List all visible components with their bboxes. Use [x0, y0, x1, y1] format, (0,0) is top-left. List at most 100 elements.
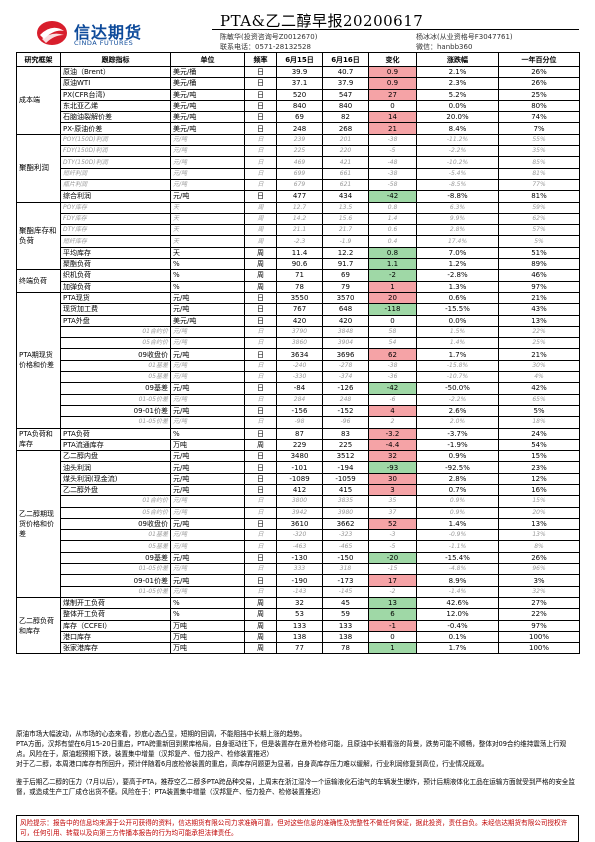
- table-row: 现货加工费 元/吨日 767 648 -118 -15.5% 43%: [17, 303, 580, 316]
- pct-change: 5.2%: [416, 88, 499, 101]
- frequency: 日: [244, 88, 277, 101]
- table-row: 01合约价 元/吨日 3790 3848 58 1.5% 22%: [17, 325, 580, 339]
- table-row: 05合约价 元/吨日 3942 3980 37 0.9% 20%: [17, 506, 580, 519]
- frequency: 日: [244, 325, 277, 339]
- change: -5: [368, 540, 417, 553]
- change: 1: [368, 280, 417, 293]
- value-jun15: 767: [276, 303, 323, 316]
- header-pct-change: 涨跌幅: [416, 52, 499, 67]
- indicator-table: 研究框架 跟踪指标 单位 频率 6月15日 6月16日 变化 涨跌幅 一年百分位…: [16, 52, 580, 655]
- frequency: 日: [244, 167, 277, 180]
- value-jun16: 15.6: [322, 212, 369, 226]
- unit: %: [170, 280, 245, 293]
- indicator-name: 01基差: [60, 359, 171, 373]
- value-jun15: 69: [276, 111, 323, 124]
- table-row: 东北亚乙烯 美元/吨日 840 840 0 0.0% 80%: [17, 99, 580, 113]
- value-jun16: 220: [322, 145, 369, 158]
- percentile: 26%: [498, 77, 580, 90]
- value-jun16: 3662: [322, 517, 369, 531]
- value-jun16: 13.5: [322, 201, 369, 214]
- pct-change: 0.9%: [416, 450, 499, 463]
- value-jun16: -96: [322, 416, 369, 429]
- change: -38: [368, 167, 417, 180]
- value-jun16: 59: [322, 608, 369, 621]
- indicator-name: FDY(150D)利润: [60, 145, 171, 158]
- pct-change: 8.4%: [416, 122, 499, 135]
- value-jun15: 477: [276, 190, 323, 203]
- indicator-name: 聚酯负荷: [60, 258, 171, 271]
- indicator-name: 05合约价: [60, 337, 171, 350]
- indicator-name: 01基差: [60, 529, 171, 542]
- unit: 美元/吨: [170, 88, 245, 101]
- note-strategy: 鉴于后期乙二醇的压力（7月以后），要高于PTA，推荐空乙二醇多PTA跨品种交易，…: [16, 778, 575, 796]
- unit: 元/吨: [170, 416, 245, 429]
- percentile: 15%: [498, 450, 580, 463]
- indicator-name: 09-01价差: [60, 404, 171, 418]
- frequency: 日: [244, 450, 277, 463]
- percentile: 7%: [498, 122, 580, 135]
- table-row: 05基差 元/吨日 -463 -465 -5 -1.1% 8%: [17, 540, 580, 553]
- value-jun15: 87: [276, 427, 323, 440]
- percentile: 100%: [498, 642, 580, 655]
- section-category: 乙二醇负荷和库存: [16, 596, 61, 655]
- change: -38: [368, 133, 417, 147]
- indicator-name: DTY库存: [60, 224, 171, 237]
- table-row: 09收盘价 元/吨日 3634 3696 62 1.7% 21%: [17, 348, 580, 361]
- value-jun16: 138: [322, 630, 369, 644]
- percentile: 77%: [498, 178, 580, 192]
- frequency: 日: [244, 416, 277, 429]
- unit: 元/吨: [170, 450, 245, 463]
- pct-change: -1.4%: [416, 585, 499, 598]
- percentile: 5%: [498, 404, 580, 418]
- pct-change: -50.0%: [416, 382, 499, 395]
- change: 2: [368, 416, 417, 429]
- value-jun15: 39.9: [276, 65, 323, 79]
- change: -3: [368, 529, 417, 542]
- percentile: 20%: [498, 506, 580, 519]
- percentile: 26%: [498, 551, 580, 565]
- table-row: 加弹负荷% 周 78 79 1 1.3% 97%: [17, 280, 580, 293]
- table-row: PTA负荷和库存 PTA负荷% 日 87 83 -3.2 -3.7% 24%: [16, 427, 580, 452]
- frequency: 周: [244, 596, 277, 610]
- frequency: 日: [244, 517, 277, 531]
- frequency: 周: [244, 201, 277, 214]
- pct-change: -10.7%: [416, 371, 499, 384]
- value-jun16: 79: [322, 280, 369, 293]
- unit: 元/吨: [170, 393, 245, 406]
- table-row: 01-05价差 元/吨日 333 318 -15 -4.8% 96%: [17, 563, 580, 576]
- unit: 天: [170, 224, 245, 237]
- value-jun15: 420: [276, 314, 323, 327]
- value-jun16: 133: [322, 619, 369, 632]
- indicator-name: PTA外盘: [60, 314, 171, 327]
- table-row: PX-原油价差 美元/吨日 248 268 21 8.4% 7%: [17, 122, 580, 135]
- value-jun15: 412: [276, 483, 323, 497]
- value-jun15: 133: [276, 619, 323, 632]
- pct-change: 0.9%: [416, 506, 499, 519]
- table-row: 综合利润 元/吨日 477 434 -42 -8.8% 81%: [17, 190, 580, 203]
- percentile: 4%: [498, 371, 580, 384]
- table-row: 原油WTI 美元/桶日 37.1 37.9 0.9 2.3% 26%: [17, 77, 580, 90]
- unit: 天: [170, 212, 245, 226]
- frequency: 日: [244, 551, 277, 565]
- table-row: 短纤库存天周 -2.3 -1.9 0.4 17.4% 5%: [17, 235, 580, 248]
- change: -2: [368, 269, 417, 282]
- table-row: 终端负荷 织机负荷% 周 71 69 -2 -2.8% 46%: [16, 269, 580, 293]
- value-jun15: -98: [276, 416, 323, 429]
- pct-change: -4.8%: [416, 563, 499, 576]
- table-row: 张家港库存 万吨周 77 78 1 1.7% 100%: [17, 642, 580, 655]
- unit: 万吨: [170, 619, 245, 632]
- value-jun15: 71: [276, 269, 323, 282]
- change: -6: [368, 393, 417, 406]
- pct-change: 7.0%: [416, 246, 499, 260]
- percentile: 22%: [498, 608, 580, 621]
- pct-change: 6.3%: [416, 201, 499, 214]
- change: 54: [368, 337, 417, 350]
- change: -4.4: [368, 438, 417, 452]
- indicator-name: POY(150D)利润: [60, 133, 171, 147]
- value-jun15: 225: [276, 145, 323, 158]
- unit: 元/吨: [170, 551, 245, 565]
- value-jun16: 3980: [322, 506, 369, 519]
- unit: 天: [170, 201, 245, 214]
- unit: 天: [170, 235, 245, 248]
- value-jun16: 40.7: [322, 65, 369, 79]
